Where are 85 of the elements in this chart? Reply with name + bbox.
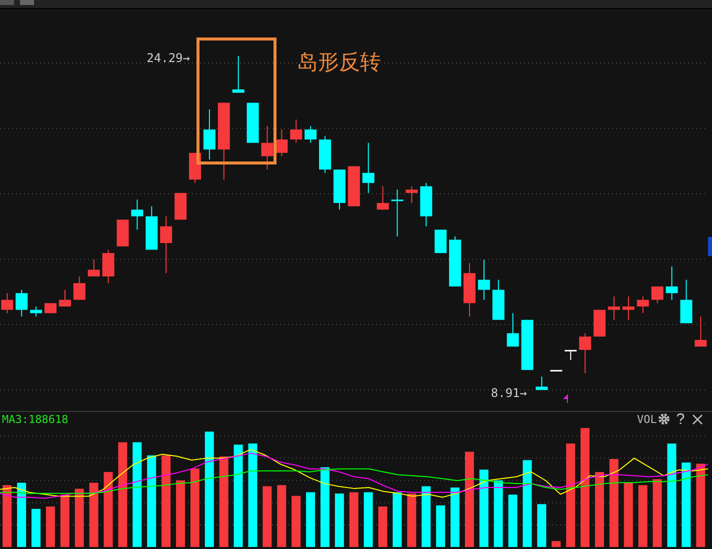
bar xyxy=(17,482,26,547)
candlestick xyxy=(160,216,172,274)
bar xyxy=(667,443,676,547)
bar xyxy=(306,492,316,547)
bar xyxy=(378,506,388,547)
bar xyxy=(349,492,358,547)
candlestick xyxy=(651,286,664,304)
bar xyxy=(334,493,344,547)
candlestick xyxy=(102,249,114,284)
candlestick xyxy=(58,289,71,307)
bar xyxy=(162,455,171,547)
candlestick xyxy=(88,259,100,277)
bar xyxy=(436,505,446,547)
candlestick xyxy=(73,276,86,300)
bar xyxy=(74,488,84,547)
bar xyxy=(450,488,460,547)
candlestick xyxy=(406,186,418,204)
bar xyxy=(537,504,546,547)
candlestick xyxy=(636,296,649,314)
candlestick xyxy=(622,296,634,320)
annotation: 岛形反转 xyxy=(297,49,381,76)
candlestick xyxy=(362,142,374,194)
bar xyxy=(176,480,185,547)
candlestick xyxy=(434,229,447,254)
bar xyxy=(60,494,70,547)
candlestick xyxy=(261,126,274,170)
bar xyxy=(118,442,128,547)
bar xyxy=(2,485,12,547)
candlestick xyxy=(391,189,404,237)
bar xyxy=(609,458,618,547)
bar xyxy=(262,486,272,547)
bar xyxy=(292,496,301,547)
candlestick xyxy=(131,199,144,230)
bar xyxy=(234,444,243,547)
bar xyxy=(46,506,55,547)
bar xyxy=(552,541,561,547)
candlestick xyxy=(680,279,692,324)
bar xyxy=(682,462,691,547)
bar xyxy=(696,464,706,547)
candlestick xyxy=(304,126,317,144)
bar xyxy=(652,479,662,547)
bar xyxy=(407,493,416,547)
candlestick xyxy=(694,316,707,348)
bar xyxy=(248,443,258,547)
bar xyxy=(494,480,503,547)
candlestick xyxy=(478,259,490,300)
bar xyxy=(422,486,431,547)
bar xyxy=(320,467,330,547)
bar xyxy=(147,455,156,547)
bar xyxy=(464,452,474,547)
bar xyxy=(277,485,286,547)
candlestick xyxy=(666,266,678,300)
annotation: 24.29→ xyxy=(146,51,190,65)
text: MA3:188618 xyxy=(2,413,68,426)
candlestick xyxy=(1,292,14,314)
bar xyxy=(219,456,228,547)
bar xyxy=(638,485,648,547)
bar xyxy=(364,492,373,547)
bar xyxy=(566,443,576,547)
annotation: 8.91→ xyxy=(490,386,527,400)
bar xyxy=(580,428,590,547)
candlestick xyxy=(276,128,288,157)
bar xyxy=(624,482,633,547)
candlestick xyxy=(16,289,28,318)
candlestick xyxy=(290,118,302,144)
bar xyxy=(204,432,214,547)
bar xyxy=(104,472,113,547)
bar xyxy=(89,482,98,547)
bar xyxy=(32,508,40,547)
candlestick xyxy=(506,312,519,348)
bar xyxy=(479,470,488,547)
candlestick xyxy=(376,186,389,210)
candlestick xyxy=(536,376,548,390)
bar xyxy=(508,494,518,547)
bar xyxy=(190,468,200,547)
candlestick xyxy=(203,108,216,160)
bar xyxy=(595,472,604,547)
candlestick xyxy=(30,306,42,318)
candlestick xyxy=(232,56,244,94)
candlestick xyxy=(608,296,620,320)
candlestick xyxy=(579,332,592,374)
bar xyxy=(522,460,532,547)
bar xyxy=(392,492,402,547)
text: VOL xyxy=(637,413,657,426)
bar xyxy=(132,442,142,547)
